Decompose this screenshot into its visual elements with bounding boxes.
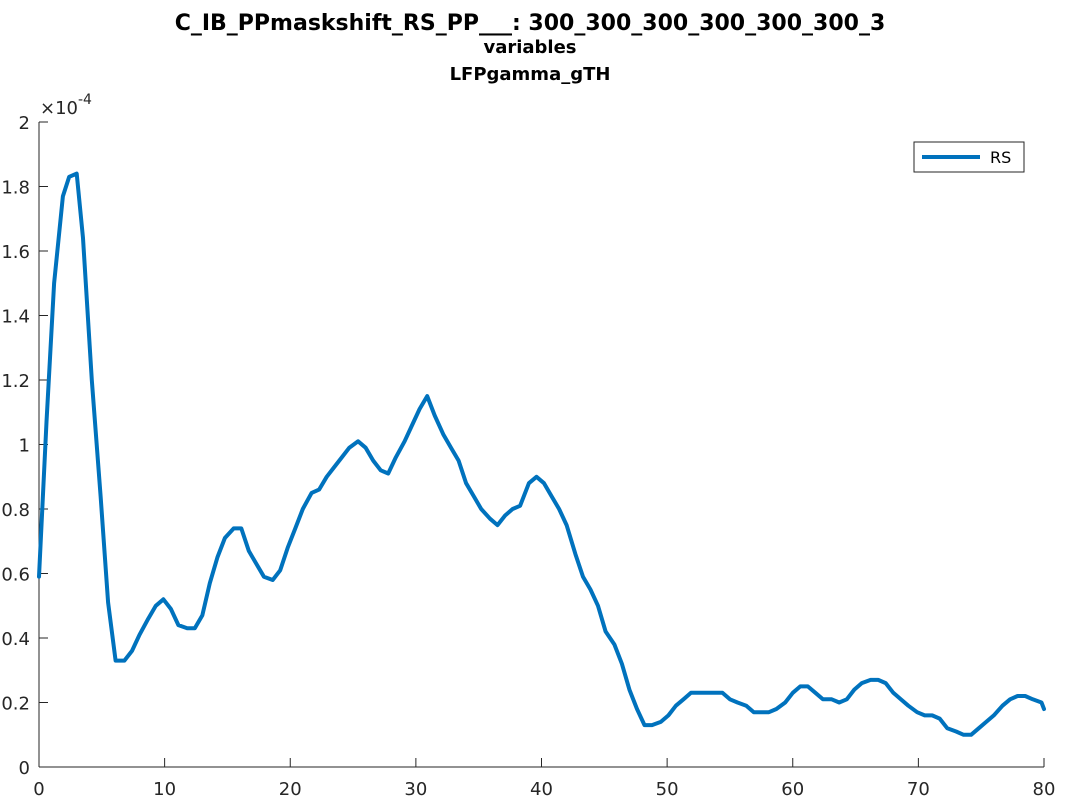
series-line-rs: [37, 171, 1046, 737]
y-tick-label: 1.4: [1, 307, 30, 328]
y-tick-label: 0.6: [1, 565, 30, 586]
y-exponent-base: ×10: [40, 98, 78, 119]
legend: RS: [913, 141, 1025, 173]
x-tick-label: 0: [33, 779, 44, 800]
chart-title: C_IB_PPmaskshift_RS_PP___: 300_300_300_3…: [175, 11, 886, 36]
x-tick-label: 40: [530, 779, 553, 800]
y-tick-label: 0.4: [1, 629, 30, 650]
x-tick-label: 60: [781, 779, 804, 800]
x-tick-label: 50: [656, 779, 679, 800]
x-tick-label: 80: [1033, 779, 1056, 800]
y-tick-label: 1.2: [1, 371, 30, 392]
tick-group: 0 10 20 30 40 50 60 70 80 0 0.2 0.4 0.6 0.8 1 1.2 1.4 1.6…: [1, 113, 1055, 800]
legend-entry-rs: RS: [990, 148, 1011, 167]
y-tick-label: 0: [19, 758, 30, 779]
x-tick-label: 20: [279, 779, 302, 800]
x-tick-label: 30: [404, 779, 427, 800]
y-exponent-power: -4: [78, 92, 92, 108]
y-tick-label: 1: [19, 436, 30, 457]
chart-subtitle-2: LFPgamma_gTH: [450, 64, 611, 85]
x-tick-label: 10: [153, 779, 176, 800]
y-tick-label: 1.6: [1, 242, 30, 263]
y-exponent-label: ×10 -4: [40, 92, 92, 119]
plot-area: [37, 171, 1046, 737]
y-tick-label: 2: [19, 113, 30, 134]
y-tick-label: 0.8: [1, 500, 30, 521]
chart-subtitle-1: variables: [483, 37, 576, 58]
x-tick-label: 70: [907, 779, 930, 800]
y-tick-label: 0.2: [1, 694, 30, 715]
y-tick-label: 1.8: [1, 178, 30, 199]
